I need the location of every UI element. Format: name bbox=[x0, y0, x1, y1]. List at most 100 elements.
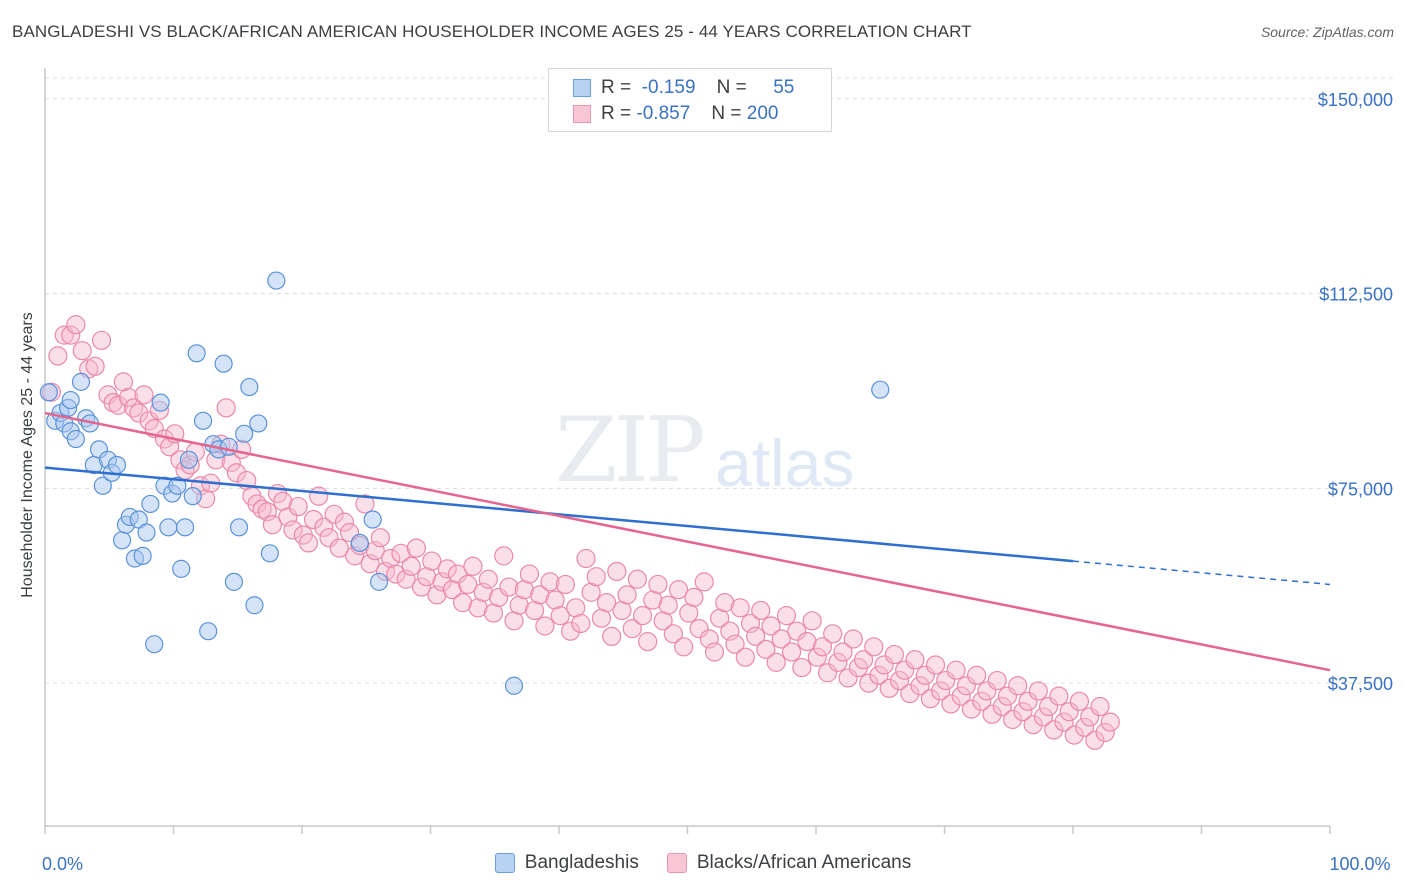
data-point-blacks bbox=[48, 346, 68, 366]
data-point-blacks bbox=[895, 660, 915, 680]
data-point-blacks bbox=[591, 608, 612, 628]
data-point-blacks bbox=[931, 681, 951, 701]
data-point-blacks bbox=[663, 624, 683, 644]
data-point-blacks bbox=[648, 574, 668, 595]
data-point-blacks bbox=[802, 611, 822, 631]
data-point-blacks bbox=[864, 637, 884, 657]
data-point-blacks bbox=[982, 704, 1002, 724]
data-point-bangladeshis bbox=[71, 372, 91, 391]
data-point-blacks bbox=[468, 598, 488, 618]
data-point-blacks bbox=[401, 556, 421, 576]
y-tick-label: $112,500 bbox=[1319, 285, 1393, 305]
legend-swatch-blue bbox=[573, 79, 591, 97]
data-point-blacks bbox=[694, 572, 714, 592]
data-point-blacks bbox=[874, 655, 894, 675]
data-point-blacks bbox=[781, 642, 802, 662]
data-point-bangladeshis bbox=[214, 354, 233, 373]
data-point-blacks bbox=[761, 616, 781, 636]
data-point-blacks bbox=[417, 567, 437, 587]
data-point-blacks bbox=[581, 582, 601, 602]
y-tick-label: $75,000 bbox=[1328, 479, 1393, 499]
data-point-bangladeshis bbox=[151, 393, 170, 412]
data-point-blacks bbox=[442, 580, 462, 600]
data-point-blacks bbox=[725, 634, 745, 654]
data-point-blacks bbox=[612, 600, 632, 621]
data-point-blacks bbox=[622, 619, 642, 639]
data-point-blacks bbox=[108, 395, 128, 415]
data-point-blacks bbox=[853, 650, 874, 670]
legend-item-bangladeshis[interactable]: Bangladeshis bbox=[494, 852, 639, 874]
data-point-blacks bbox=[797, 631, 817, 652]
data-point-blacks bbox=[314, 517, 334, 537]
data-point-blacks bbox=[884, 644, 904, 665]
data-point-blacks bbox=[391, 543, 411, 563]
data-point-blacks bbox=[674, 637, 694, 657]
data-point-blacks bbox=[627, 569, 647, 589]
data-point-blacks bbox=[925, 655, 946, 675]
data-point-blacks bbox=[509, 595, 529, 615]
data-point-blacks bbox=[586, 567, 606, 587]
legend-n-value: 200 bbox=[746, 103, 779, 124]
data-point-blacks bbox=[658, 595, 678, 615]
data-point-blacks bbox=[889, 670, 910, 691]
legend-swatch-pink bbox=[666, 853, 687, 873]
legend-item-blacks[interactable]: Blacks/African Americans bbox=[666, 852, 911, 874]
data-point-blacks bbox=[540, 572, 560, 592]
data-point-blacks bbox=[524, 600, 545, 621]
data-point-blacks bbox=[381, 548, 401, 569]
data-point-blacks bbox=[787, 621, 807, 641]
data-point-blacks bbox=[1003, 709, 1023, 730]
data-point-bangladeshis bbox=[93, 476, 112, 495]
data-point-blacks bbox=[91, 330, 112, 350]
data-point-blacks bbox=[766, 652, 786, 672]
legend-row-bangladeshis: R = -0.159 N = 55 bbox=[573, 77, 794, 99]
watermark-atlas: atlas bbox=[715, 426, 855, 500]
data-point-blacks bbox=[710, 608, 730, 628]
data-point-blacks bbox=[1049, 686, 1069, 706]
data-point-blacks bbox=[1069, 691, 1090, 711]
data-point-bangladeshis bbox=[61, 390, 80, 410]
data-point-blacks bbox=[514, 580, 534, 600]
legend-r-label: R = bbox=[601, 77, 632, 98]
data-point-blacks bbox=[735, 647, 755, 667]
data-point-blacks bbox=[972, 691, 992, 711]
data-point-blacks bbox=[961, 699, 982, 719]
data-point-blacks bbox=[1064, 725, 1084, 745]
data-point-blacks bbox=[85, 356, 105, 376]
data-point-blacks bbox=[956, 676, 976, 696]
data-point-blacks bbox=[555, 574, 576, 595]
legend-swatch-pink bbox=[573, 105, 591, 123]
data-point-bangladeshis bbox=[183, 487, 202, 506]
data-point-bangladeshis bbox=[350, 533, 369, 553]
data-point-blacks bbox=[1013, 702, 1033, 722]
data-point-bangladeshis bbox=[199, 622, 218, 641]
data-point-blacks bbox=[530, 585, 550, 605]
data-point-blacks bbox=[437, 559, 457, 579]
correlation-legend: R = -0.159 N = 55 R = -0.857 N = 200 bbox=[548, 68, 832, 132]
data-point-bangladeshis bbox=[267, 271, 286, 290]
data-point-blacks bbox=[72, 341, 92, 361]
data-point-blacks bbox=[987, 670, 1007, 691]
legend-n-label: N = bbox=[716, 77, 747, 98]
data-point-blacks bbox=[992, 696, 1012, 717]
data-point-blacks bbox=[915, 665, 935, 685]
data-point-blacks bbox=[324, 504, 344, 524]
data-point-blacks bbox=[1080, 707, 1100, 727]
data-point-bangladeshis bbox=[504, 676, 524, 695]
data-point-bangladeshis bbox=[112, 531, 132, 550]
series-bangladeshis-points bbox=[39, 271, 890, 695]
data-point-blacks bbox=[689, 619, 709, 639]
data-point-blacks bbox=[1054, 712, 1074, 732]
data-point-blacks bbox=[607, 561, 627, 582]
data-point-blacks bbox=[704, 642, 725, 662]
data-point-blacks bbox=[771, 629, 791, 649]
data-point-blacks bbox=[936, 670, 956, 691]
data-point-blacks bbox=[61, 325, 81, 345]
x-tick-label: 0.0% bbox=[42, 854, 83, 874]
source-label: Source: ZipAtlas.com bbox=[1260, 24, 1394, 40]
data-point-blacks bbox=[494, 546, 514, 566]
data-point-bangladeshis bbox=[370, 572, 389, 591]
data-point-blacks bbox=[129, 403, 149, 423]
data-point-blacks bbox=[458, 574, 478, 595]
data-point-blacks bbox=[879, 678, 899, 698]
